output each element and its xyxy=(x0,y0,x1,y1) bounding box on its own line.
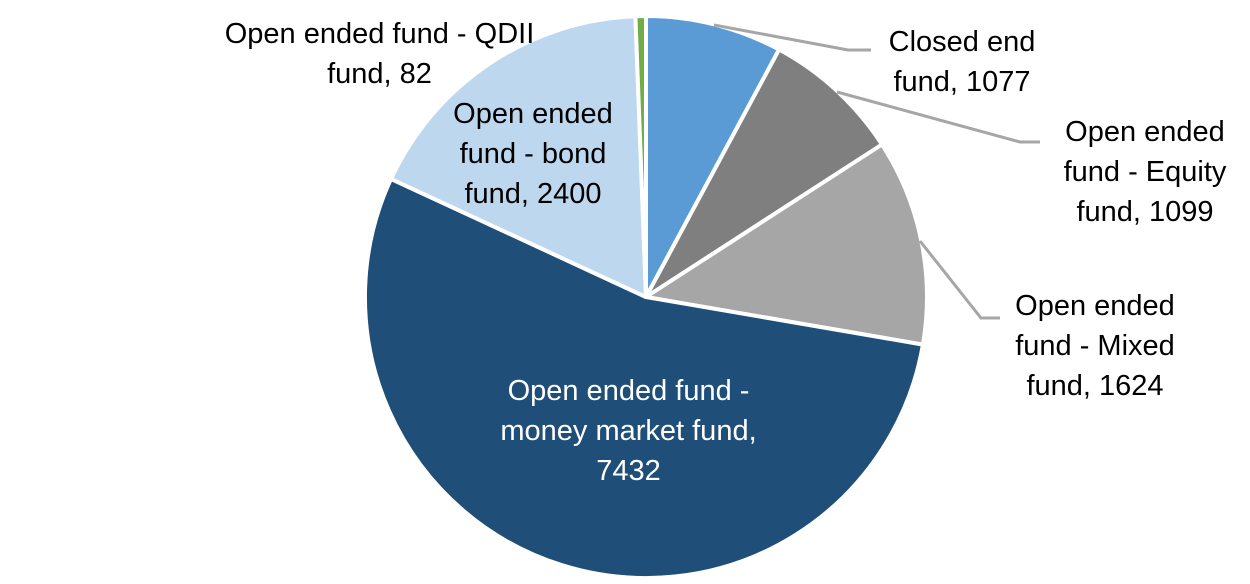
closed-end-label-line: fund, 1077 xyxy=(893,66,1031,98)
equity-label-line: fund, 1099 xyxy=(1076,196,1214,228)
bond-label-line: Open ended xyxy=(453,98,613,130)
equity-label: Open ended fund - Equity fund, 1099 xyxy=(1045,112,1245,232)
bond-slice[interactable] xyxy=(389,14,648,299)
money-market-label-line: Open ended fund - xyxy=(507,375,750,407)
closed-end-leader-line xyxy=(713,23,871,52)
money-market-label-line: 7432 xyxy=(596,455,661,487)
qdii-slice[interactable] xyxy=(633,14,648,299)
qdii-label: Open ended fund - QDII fund, 82 xyxy=(172,14,587,94)
money-market-label-line: money market fund, xyxy=(500,415,757,447)
equity-leader-line xyxy=(836,90,1040,144)
mixed-label-line: fund - Mixed xyxy=(1015,330,1175,362)
mixed-label-line: Open ended xyxy=(1015,290,1175,322)
bond-label: Open ended fund - bond fund, 2400 xyxy=(418,94,648,214)
bond-label-line: fund - bond xyxy=(459,138,607,170)
money-market-label: Open ended fund - money market fund, 7432 xyxy=(471,371,786,491)
mixed-leader-line xyxy=(918,240,1000,320)
mixed-label-line: fund, 1624 xyxy=(1026,370,1164,402)
closed-end-label-line: Closed end xyxy=(888,26,1036,58)
qdii-label-line: fund, 82 xyxy=(327,58,432,90)
closed-end-label: Closed end fund, 1077 xyxy=(862,22,1062,102)
equity-label-line: Open ended xyxy=(1065,116,1225,148)
mixed-label: Open ended fund - Mixed fund, 1624 xyxy=(992,286,1198,406)
equity-slice[interactable] xyxy=(644,47,884,299)
equity-label-line: fund - Equity xyxy=(1063,156,1227,188)
bond-label-line: fund, 2400 xyxy=(464,178,602,210)
money-market-slice[interactable] xyxy=(362,176,925,581)
qdii-label-line: Open ended fund - QDII xyxy=(224,18,535,50)
